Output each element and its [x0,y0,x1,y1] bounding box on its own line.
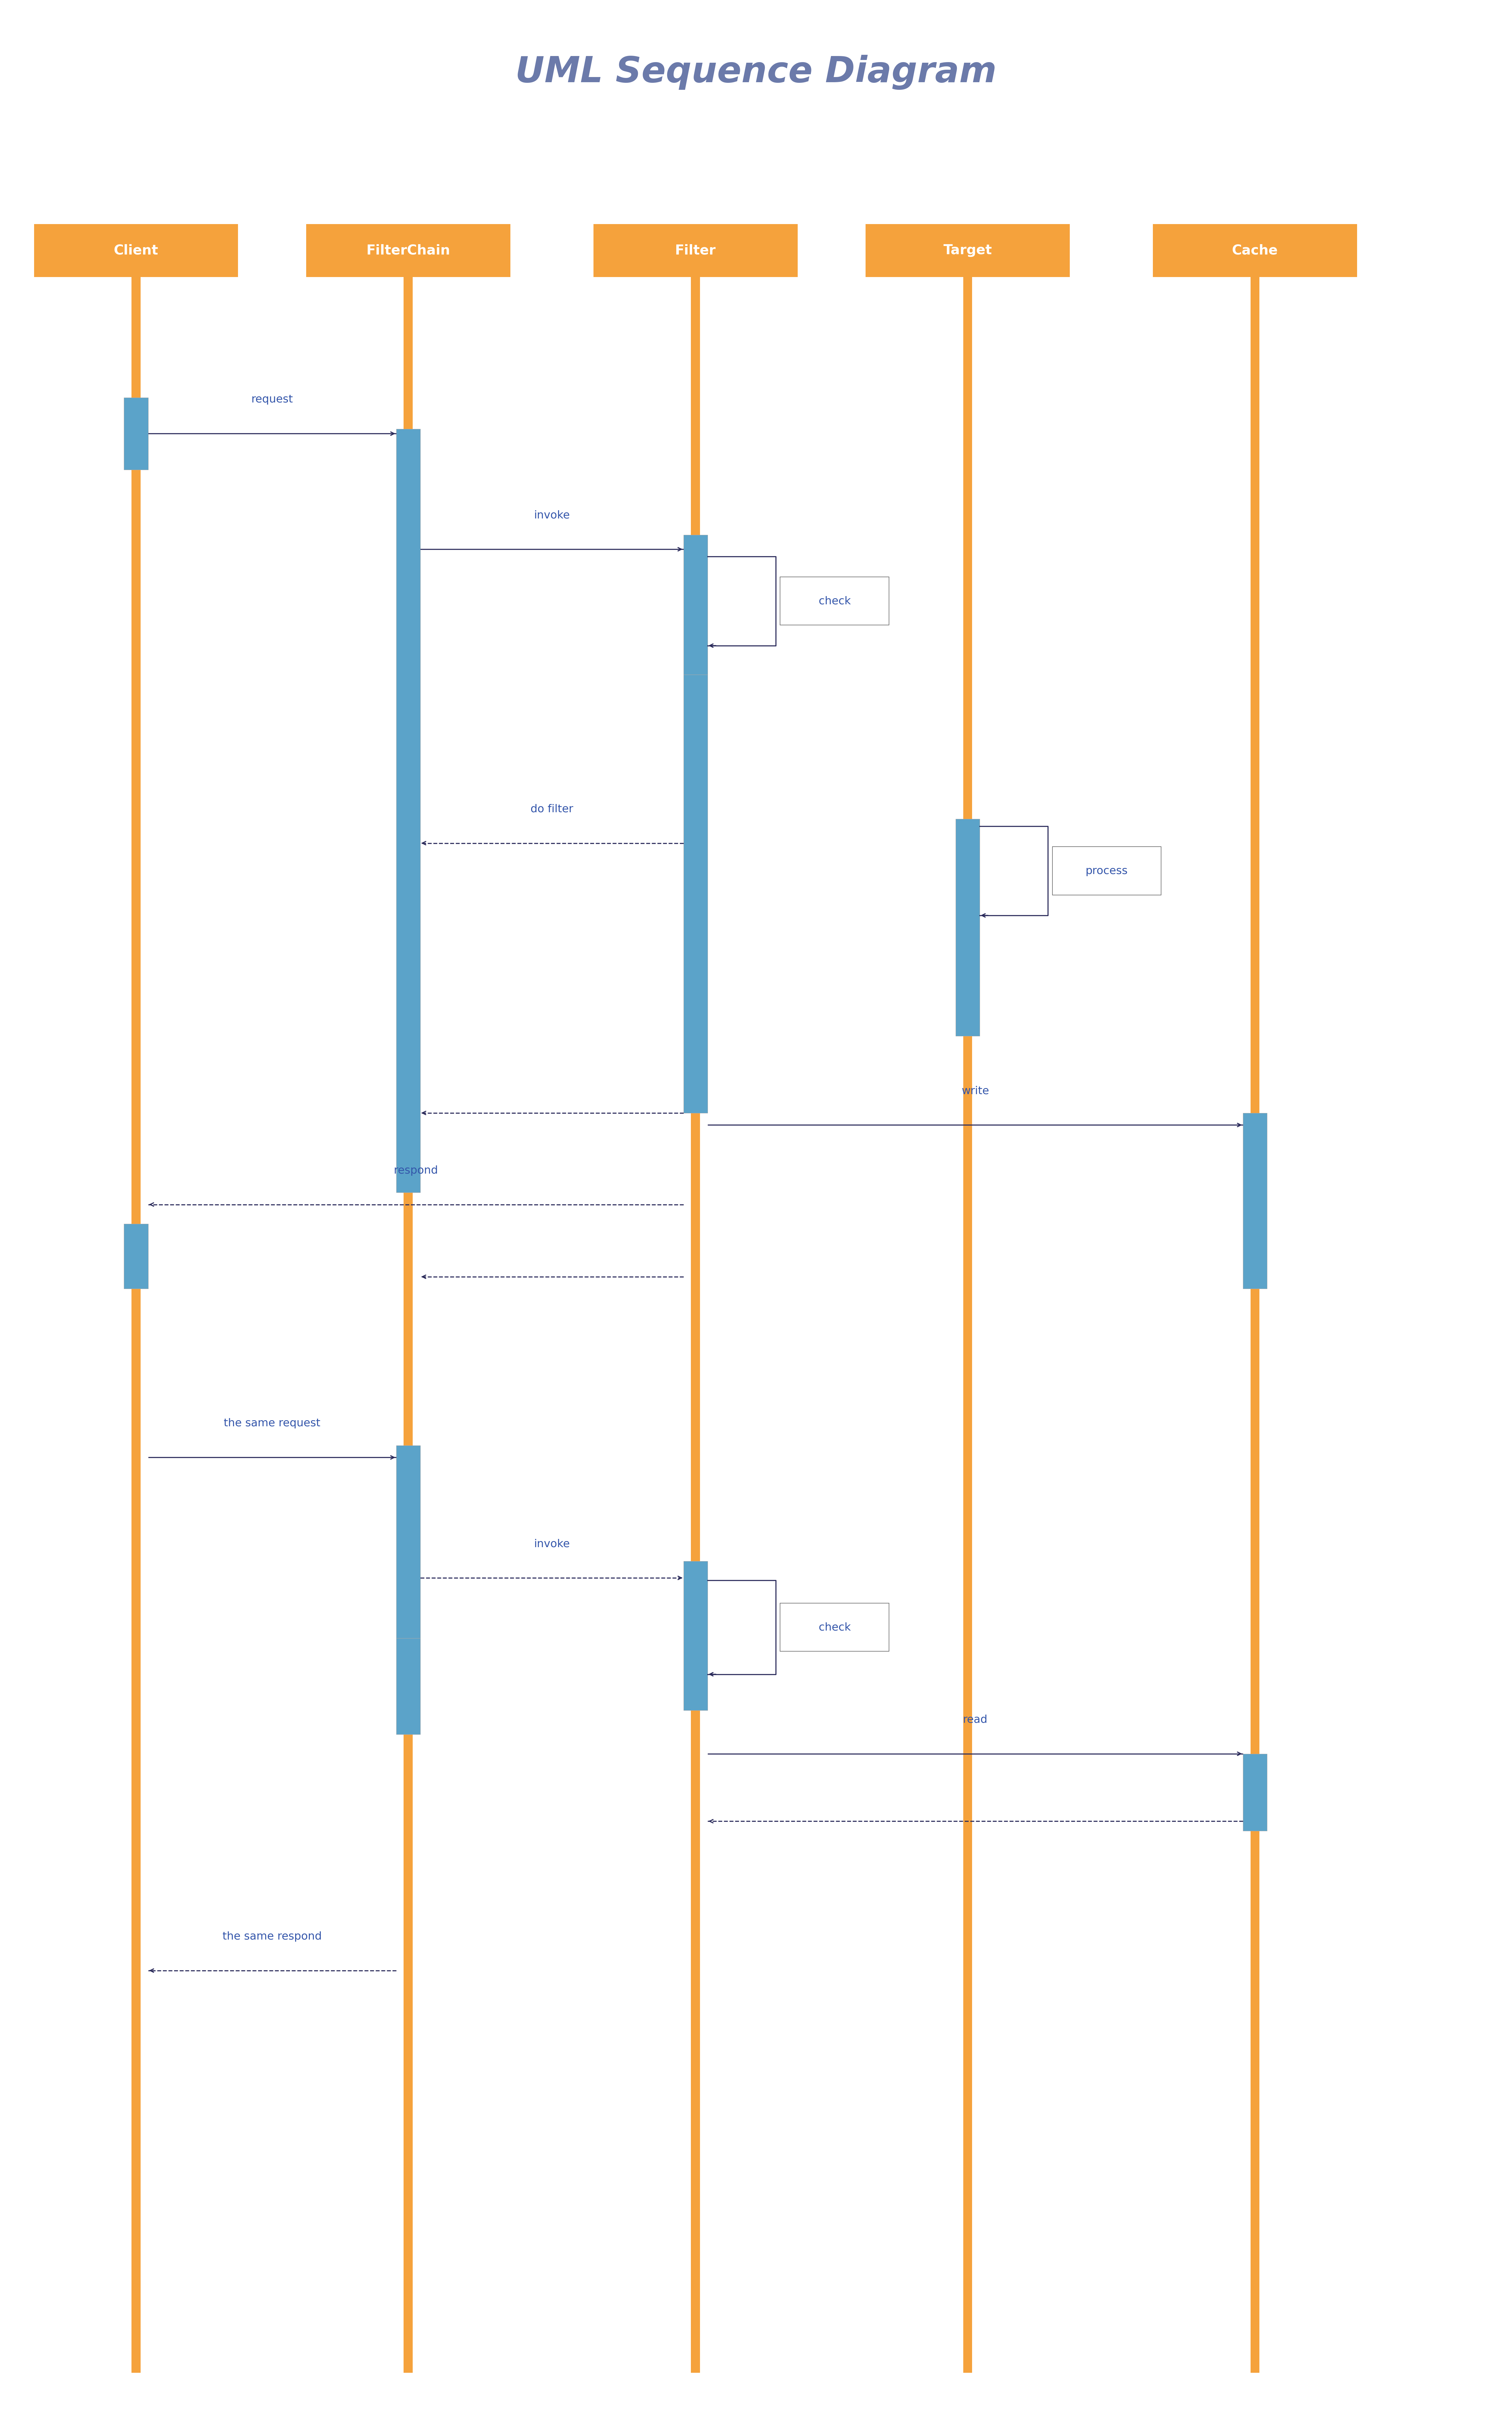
Bar [396,1638,420,1734]
Text: check: check [818,595,851,607]
Bar [683,675,708,1113]
Bar [1152,224,1358,277]
Bar [780,576,889,624]
Bar [683,1561,708,1710]
Text: Client: Client [113,243,159,258]
Bar [593,224,798,277]
Bar [1243,1113,1267,1289]
Bar [691,277,700,2373]
Text: request: request [251,395,293,405]
Bar [33,224,239,277]
Bar [404,277,413,2373]
Bar [1250,277,1259,2373]
Bar [124,1224,148,1289]
Bar [963,277,972,2373]
Bar [865,224,1069,277]
Text: write: write [962,1086,989,1096]
Text: Target: Target [943,243,992,258]
Text: do filter: do filter [531,805,573,814]
Bar [1052,846,1161,894]
Text: Cache: Cache [1232,243,1278,258]
Text: check: check [818,1621,851,1633]
Text: the same respond: the same respond [222,1932,322,1942]
Bar [956,819,980,1036]
Text: the same request: the same request [224,1419,321,1429]
Bar [396,429,420,1192]
Bar [124,397,148,470]
Text: Filter: Filter [674,243,717,258]
Text: process: process [1086,865,1128,877]
Text: invoke: invoke [534,511,570,520]
Text: respond: respond [393,1166,438,1176]
Text: invoke: invoke [534,1539,570,1549]
Bar [396,1445,420,1638]
Bar [1243,1754,1267,1831]
Text: UML Sequence Diagram: UML Sequence Diagram [516,55,996,89]
Bar [305,224,511,277]
Bar [683,535,708,675]
Text: FilterChain: FilterChain [366,243,451,258]
Bar [132,277,141,2373]
Bar [780,1604,889,1653]
Text: read: read [963,1715,987,1725]
